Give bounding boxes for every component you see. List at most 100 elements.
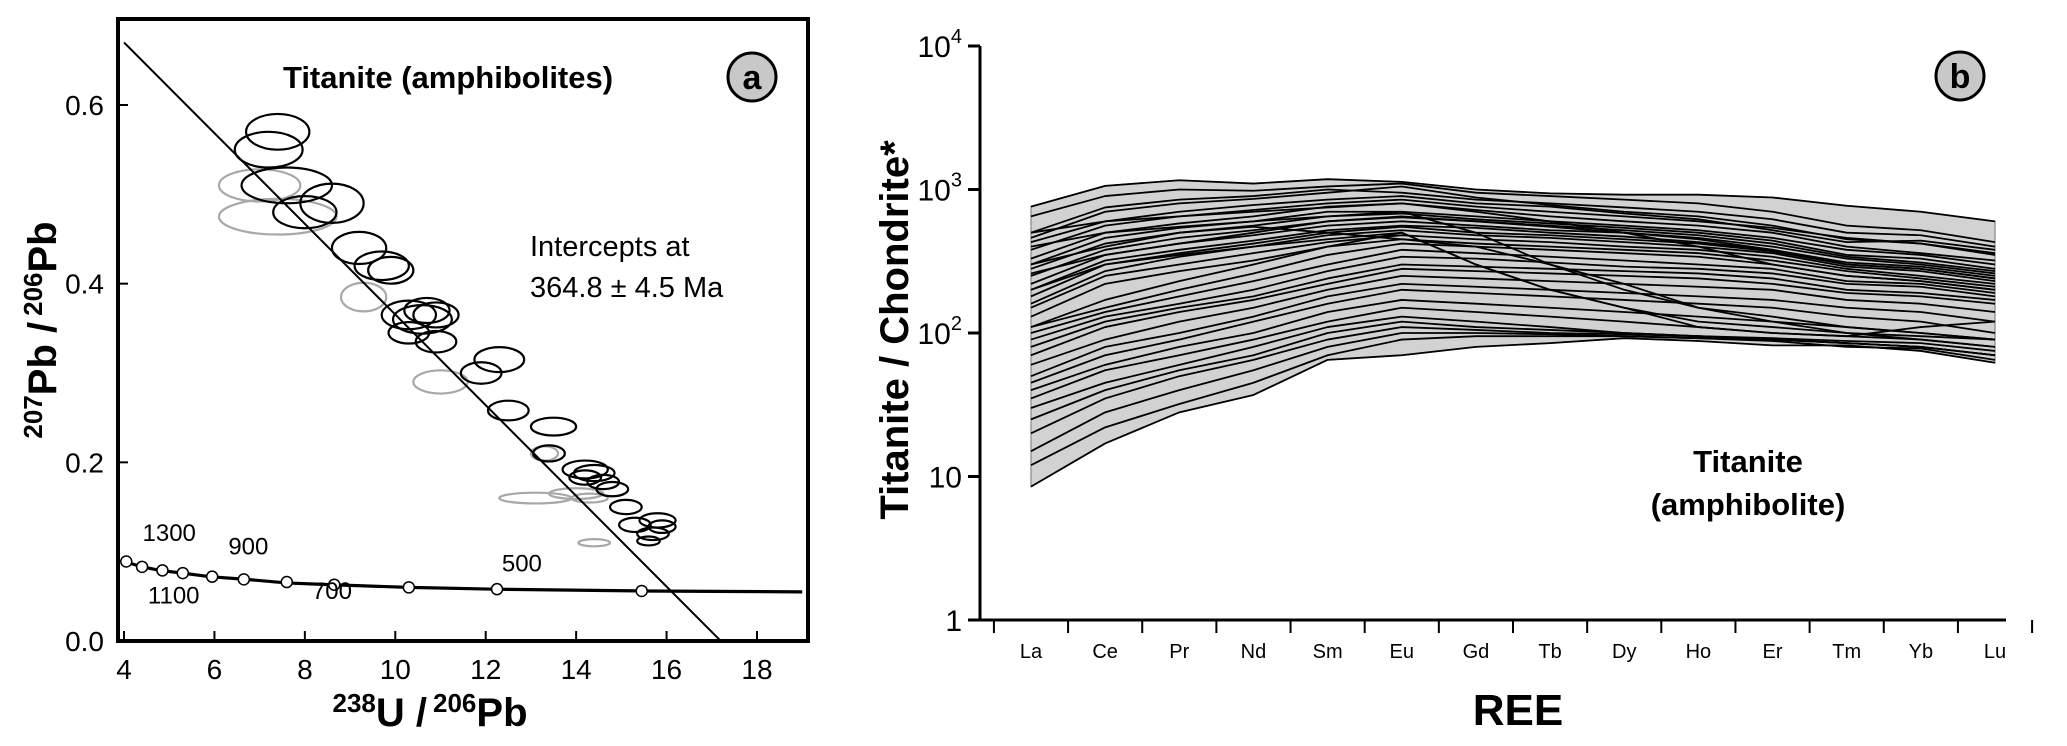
x-category-label: Nd <box>1241 641 1267 663</box>
x-tick-label: 8 <box>297 654 313 685</box>
x-tick-label: 16 <box>651 654 682 685</box>
y-tick-label: 1 <box>945 605 962 638</box>
panel-b-badge <box>1934 50 1986 102</box>
ree-pattern-line <box>1030 332 1996 453</box>
error-ellipse <box>529 416 578 437</box>
y-tick-label: 0.6 <box>65 90 104 121</box>
error-ellipse <box>367 255 415 285</box>
age-marker <box>635 584 648 598</box>
ree-pattern-line <box>1030 210 1996 266</box>
gray-error-ellipse <box>577 538 612 548</box>
x-category-label: Sm <box>1313 641 1343 663</box>
x-category-label: Eu <box>1390 641 1414 663</box>
age-marker <box>176 566 190 580</box>
ree-pattern-line <box>1030 202 1996 291</box>
age-label: 1300 <box>143 520 196 547</box>
panel-b-x-ticks: La Ce Pr Nd Sm Eu Gd Tb Dy Ho Er Tm Yb Lu <box>992 620 2034 663</box>
ree-pattern-line <box>1030 224 1996 291</box>
error-ellipse <box>486 399 530 422</box>
panel-b-x-axis-label: REE <box>1473 686 1563 735</box>
age-label: 900 <box>228 533 268 560</box>
panel-a-x-axis-label: 238U /206Pb <box>332 688 527 735</box>
x-tick-label: 14 <box>561 654 592 685</box>
intercepts-line-2: 364.8 ± 4.5 Ma <box>530 272 724 304</box>
age-marker <box>237 573 251 586</box>
y-tick-label: 103 <box>918 170 963 208</box>
ree-pattern-line <box>1030 195 1996 251</box>
panel-a-title: Titanite (amphibolites) <box>283 60 613 95</box>
ree-pattern-line <box>1030 210 1996 348</box>
y-tick-label: 0.0 <box>65 626 104 657</box>
x-category-label: Dy <box>1612 641 1636 663</box>
ree-pattern-line <box>1030 267 1996 357</box>
ree-pattern-line <box>1030 215 1996 280</box>
panel-a-y-axis-label-group: 207Pb /206Pb <box>18 221 65 438</box>
age-label: 1100 <box>148 582 200 609</box>
age-marker <box>135 560 149 574</box>
panel-a-y-axis-label: 207Pb /206Pb <box>18 221 65 438</box>
error-ellipse <box>403 296 451 325</box>
ree-pattern-line <box>1030 255 1996 341</box>
ree-pattern-line <box>1030 225 1996 341</box>
error-ellipse <box>608 498 643 516</box>
x-category-label: Tb <box>1538 641 1561 663</box>
x-tick-label: 12 <box>470 654 501 685</box>
x-category-label: Er <box>1763 641 1783 663</box>
panel-a-concordia-plot: 1300 900 1100 700 500 Titanite (amphibolites… <box>18 17 810 735</box>
ree-pattern-line <box>1030 238 1996 318</box>
x-category-label: Pr <box>1169 641 1189 663</box>
error-ellipse <box>617 516 652 534</box>
error-ellipse <box>636 535 661 547</box>
ree-pattern-line <box>1030 178 1996 223</box>
error-ellipse <box>459 361 503 385</box>
panel-b-title-line-2: (amphibolite) <box>1651 487 1846 522</box>
x-category-label: La <box>1020 641 1043 663</box>
panel-a-y-ticks: 0.0 0.2 0.4 0.6 <box>65 90 128 657</box>
y-tick-label: 10 <box>929 462 962 495</box>
panel-b-marks <box>1030 178 1996 488</box>
panel-a-marks: 1300 900 1100 700 500 <box>120 41 803 639</box>
ree-pattern-line <box>1030 282 1996 378</box>
discordia-line <box>123 41 721 639</box>
panel-a-frame <box>116 17 810 643</box>
age-label: 700 <box>312 578 352 605</box>
panel-b-title-line-1: Titanite <box>1693 444 1803 479</box>
ree-pattern-line <box>1030 337 1996 488</box>
panel-b-y-axis-label-group: Titanite / Chondrite* <box>873 140 917 520</box>
error-ellipse <box>412 301 460 329</box>
age-marker <box>327 578 341 591</box>
panel-a-badge-label: a <box>743 59 763 97</box>
y-tick-label: 102 <box>918 313 963 351</box>
x-category-label: Yb <box>1909 641 1933 663</box>
age-marker <box>156 564 169 577</box>
x-tick-label: 6 <box>207 654 223 685</box>
x-category-label: Ce <box>1092 641 1118 663</box>
x-tick-label: 18 <box>741 654 772 685</box>
error-ellipse <box>353 250 410 282</box>
y-tick-label: 0.2 <box>65 447 104 478</box>
ree-pattern-line <box>1030 229 1996 305</box>
x-category-label: Tm <box>1832 641 1861 663</box>
age-marker <box>280 575 294 589</box>
age-label: 500 <box>502 550 542 577</box>
panel-b-y-axis-label: Titanite / Chondrite* <box>873 140 917 520</box>
age-marker <box>205 570 219 583</box>
error-ellipse <box>387 320 431 345</box>
gray-error-ellipse <box>217 168 302 203</box>
error-ellipse <box>647 519 677 535</box>
y-tick-label: 104 <box>918 26 963 64</box>
x-category-label: Ho <box>1686 641 1712 663</box>
error-ellipse <box>414 329 458 354</box>
panel-b-badge-label: b <box>1950 58 1971 96</box>
ree-pattern-line <box>1030 234 1996 309</box>
error-ellipse <box>561 459 609 480</box>
error-ellipse <box>473 345 526 374</box>
ree-pattern-line <box>1030 288 1996 384</box>
panel-b-y-ticks: 1 10 102 103 104 <box>918 26 980 638</box>
error-ellipse <box>636 526 670 542</box>
ree-pattern-line <box>1030 182 1996 243</box>
panel-a-badge <box>726 51 778 103</box>
ree-pattern-line <box>1030 274 1996 366</box>
age-marker <box>120 555 133 568</box>
x-tick-label: 4 <box>116 654 132 685</box>
